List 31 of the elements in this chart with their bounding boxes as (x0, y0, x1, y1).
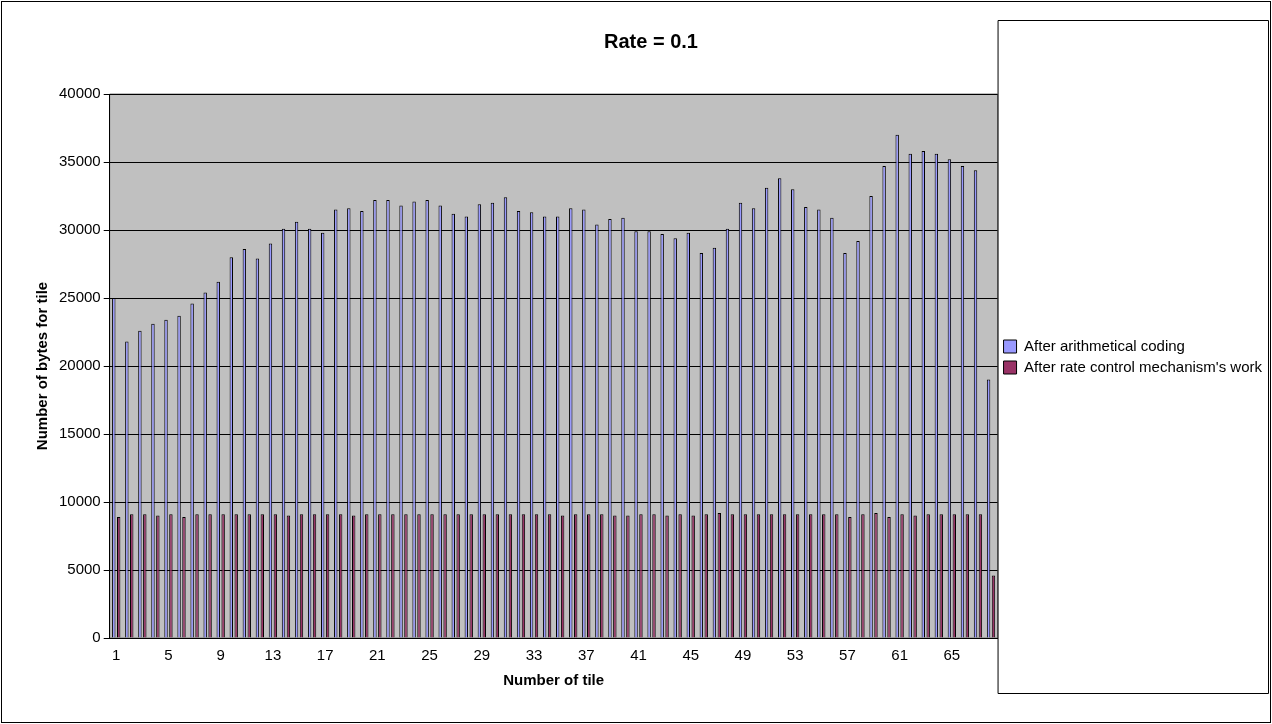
y-tick-label: 25000 (58, 288, 101, 306)
y-tick-label: 0 (92, 628, 101, 646)
x-tick-label: 37 (577, 646, 595, 664)
x-axis-title: Number of tile (503, 671, 605, 689)
x-tick-label: 25 (421, 646, 438, 664)
x-tick-label: 53 (786, 646, 804, 664)
x-tick-label: 41 (630, 646, 647, 664)
y-axis-title: Number of bytes for tile (33, 281, 51, 451)
x-tick-label: 57 (839, 646, 856, 664)
y-tick-label: 40000 (58, 84, 101, 102)
y-tick-label: 35000 (58, 152, 101, 170)
x-tick-label: 13 (264, 646, 282, 664)
x-tick-label: 17 (316, 646, 334, 664)
x-tick-label: 5 (164, 646, 173, 664)
x-tick-label: 33 (525, 646, 543, 664)
x-tick-label: 21 (369, 646, 386, 664)
y-tick-label: 10000 (58, 492, 101, 510)
y-tick-label: 30000 (58, 220, 101, 238)
legend-label: After rate control mechanism's work (1024, 357, 1263, 375)
x-tick-label: 29 (473, 646, 491, 664)
legend-label: After arithmetical coding (1024, 336, 1185, 354)
chart-title: Rate = 0.1 (604, 29, 698, 52)
y-tick-label: 5000 (67, 560, 101, 578)
y-tick-label: 15000 (58, 424, 101, 442)
x-tick-label: 1 (112, 646, 121, 664)
x-tick-label: 49 (734, 646, 752, 664)
x-tick-label: 9 (216, 646, 225, 664)
x-tick-label: 65 (943, 646, 961, 664)
x-tick-label: 61 (891, 646, 908, 664)
y-tick-label: 20000 (58, 356, 101, 374)
x-tick-label: 45 (682, 646, 700, 664)
